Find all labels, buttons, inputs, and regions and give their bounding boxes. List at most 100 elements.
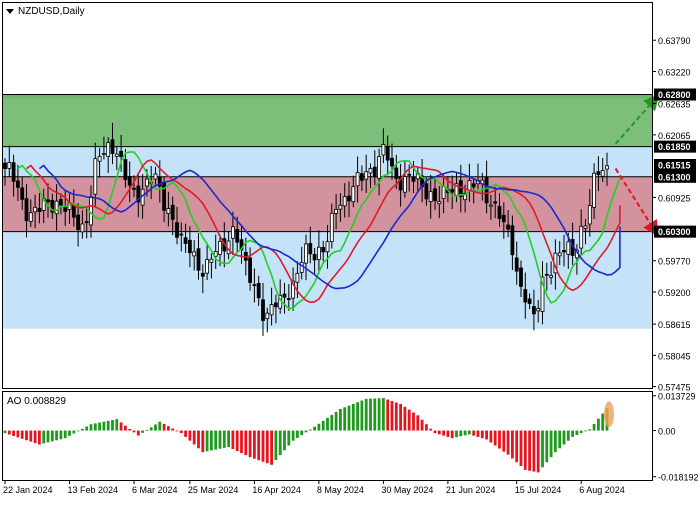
- ma-fast-line: [17, 151, 621, 310]
- ao-bar: [231, 430, 235, 450]
- ao-bar: [158, 421, 162, 431]
- time-tick-label: 6 Mar 2024: [132, 485, 178, 495]
- candle-body: [488, 204, 493, 207]
- ao-bar: [579, 430, 583, 434]
- ao-bar: [270, 430, 273, 465]
- candle-body: [261, 299, 265, 321]
- candle-body: [209, 258, 214, 263]
- candle-body: [20, 187, 25, 200]
- candle-body: [299, 261, 304, 273]
- ao-bar: [566, 430, 570, 441]
- ao-bar: [188, 430, 192, 441]
- candle-body: [523, 289, 528, 303]
- ao-bar: [502, 430, 506, 452]
- level-060300-tag-label: 0.60300: [658, 227, 691, 237]
- candle-body: [364, 171, 369, 180]
- ao-bar: [412, 412, 415, 431]
- ao-bar: [12, 430, 15, 436]
- ao-bar: [111, 419, 114, 431]
- ao-bar: [442, 430, 445, 436]
- ao-bar: [222, 430, 226, 448]
- candle-body: [248, 257, 253, 283]
- ao-bar: [407, 409, 411, 431]
- axes-layer: 0.63790 0.63220 0.62635 0.62065 0.60925 0.603…: [3, 36, 699, 495]
- candle-body: [372, 166, 377, 178]
- ao-bar: [459, 430, 463, 437]
- ao-bar: [549, 430, 553, 458]
- ao-bar: [416, 415, 420, 431]
- candle-body: [325, 241, 330, 253]
- candle-body: [24, 198, 29, 222]
- level-061300-tag-label: 0.61300: [658, 172, 691, 182]
- candle-body: [127, 176, 132, 186]
- candle-body: [3, 162, 7, 169]
- ao-bar: [7, 430, 11, 435]
- blue-zone-upper: [3, 146, 652, 177]
- candle-body: [308, 242, 313, 255]
- price-tick-label: 0.59200: [658, 288, 691, 298]
- ao-layer: [3, 398, 614, 473]
- ao-bar: [377, 398, 381, 431]
- candle-body: [187, 239, 192, 254]
- candle-body: [295, 272, 300, 283]
- candle-body: [562, 250, 566, 253]
- candle-body: [390, 157, 394, 167]
- ao-bar: [167, 426, 170, 431]
- candle-body: [123, 159, 128, 180]
- ao-bar: [136, 430, 140, 436]
- ao-bar: [390, 401, 394, 431]
- candle-body: [282, 293, 287, 298]
- candle-body: [334, 209, 339, 214]
- candle-body: [587, 205, 592, 225]
- ao-bar: [261, 430, 265, 462]
- ao-bar: [485, 430, 488, 440]
- ao-bar: [347, 405, 351, 431]
- price-tick-label: 0.63220: [658, 67, 691, 77]
- candle-body: [252, 284, 257, 287]
- candle-body: [304, 243, 308, 264]
- ao-bar: [425, 424, 428, 431]
- ao-bar: [554, 430, 557, 453]
- ao-bar: [55, 430, 58, 441]
- candle-body: [213, 251, 218, 257]
- ao-bar: [132, 430, 136, 433]
- ao-bar: [373, 398, 377, 431]
- candle-body: [398, 175, 403, 191]
- ao-tick-label: 0.00: [658, 427, 676, 437]
- ao-bar: [16, 430, 20, 438]
- candle-body: [153, 173, 158, 180]
- candle-body: [463, 193, 468, 201]
- ao-bar: [278, 430, 282, 456]
- candle-body: [114, 153, 119, 157]
- candle-body: [312, 253, 317, 261]
- ao-bar: [437, 430, 441, 435]
- symbol-dropdown-icon[interactable]: [6, 9, 14, 14]
- ao-bar: [420, 419, 424, 431]
- ao-tick-label: -0.018192: [658, 473, 699, 483]
- arrows-layer: [614, 93, 660, 237]
- candle-body: [106, 142, 111, 157]
- candle-body: [265, 312, 270, 320]
- candle-body: [166, 208, 171, 215]
- ao-bar: [382, 398, 385, 431]
- price-tick-label: 0.58045: [658, 351, 691, 361]
- ao-bar: [429, 428, 433, 431]
- candle-body: [536, 308, 541, 312]
- ao-bar: [433, 430, 437, 434]
- ao-bar: [89, 424, 93, 431]
- ao-bar: [304, 430, 308, 433]
- ao-bar: [218, 430, 222, 449]
- ao-bar: [498, 430, 501, 449]
- candle-body: [600, 170, 605, 177]
- ao-bar: [326, 417, 329, 431]
- ao-bar: [25, 430, 28, 441]
- ao-bar: [476, 430, 480, 437]
- candle-body: [368, 168, 373, 174]
- candle-body: [424, 183, 429, 200]
- ao-bar: [98, 422, 101, 431]
- candle-body: [144, 178, 149, 187]
- candle-body: [484, 176, 489, 204]
- ao-bar: [115, 419, 119, 431]
- candle-body: [80, 223, 85, 233]
- ao-bar: [102, 421, 106, 431]
